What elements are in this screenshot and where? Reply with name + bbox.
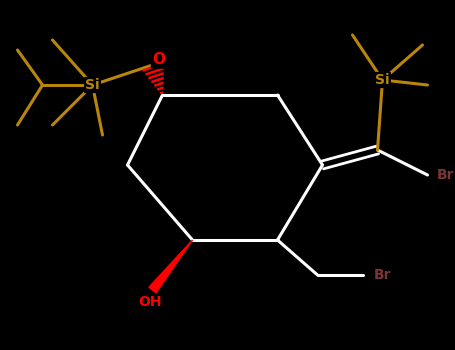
- Text: OH: OH: [138, 295, 162, 309]
- Text: Br: Br: [374, 268, 391, 282]
- Text: Si: Si: [85, 78, 100, 92]
- Text: O: O: [152, 52, 165, 68]
- Polygon shape: [149, 240, 192, 293]
- Text: Si: Si: [375, 73, 390, 87]
- Text: Br: Br: [436, 168, 454, 182]
